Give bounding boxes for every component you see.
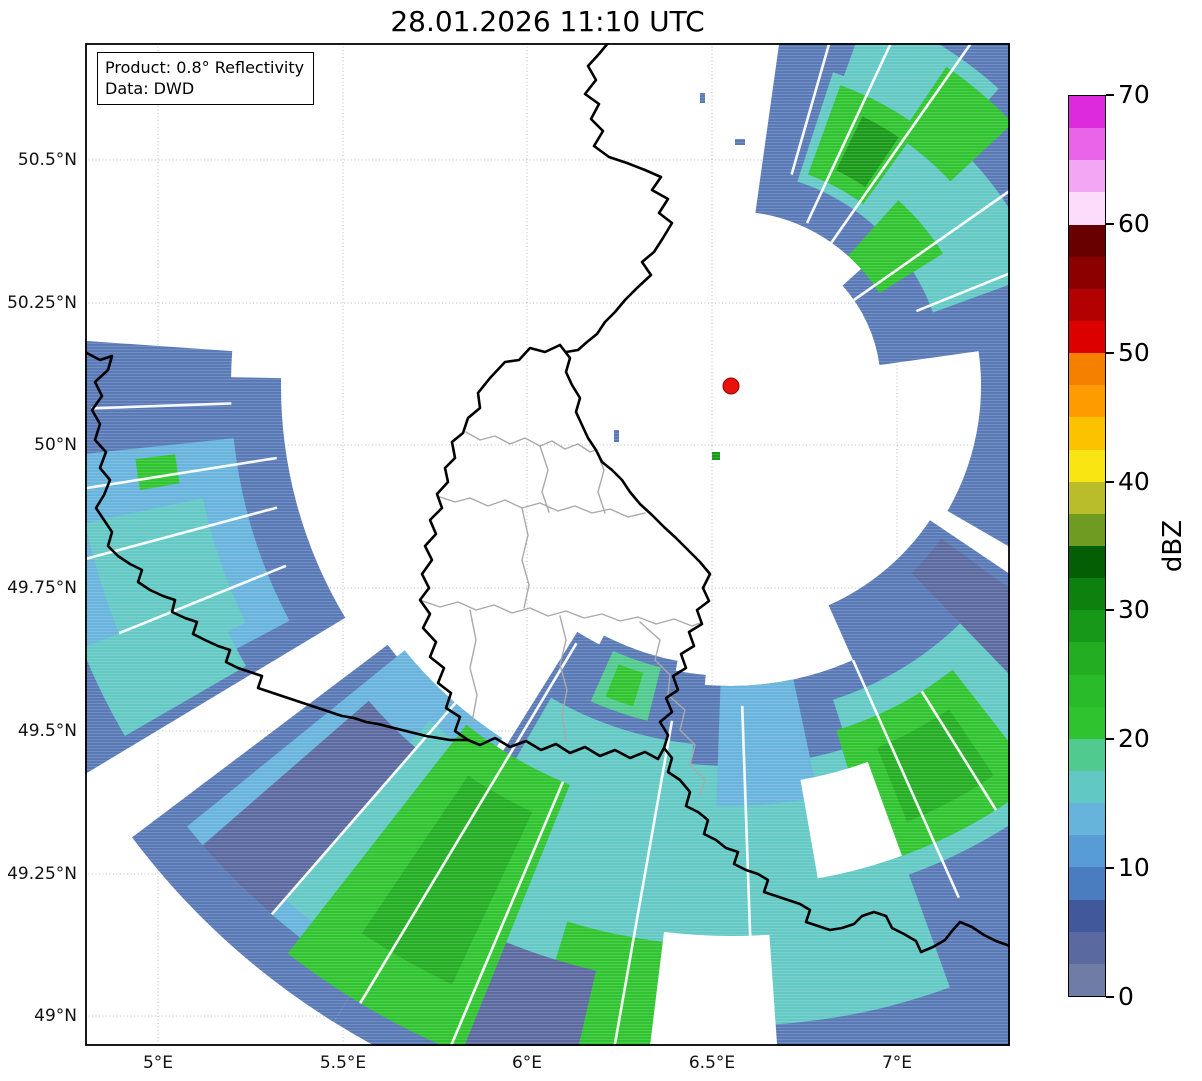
- region-border: [539, 445, 550, 513]
- x-axis-tick-label: 5.5°E: [319, 1053, 367, 1073]
- colorbar-segment: [1069, 449, 1105, 482]
- x-axis-tick-label: 6°E: [511, 1053, 543, 1073]
- radar-map: [85, 43, 1010, 1046]
- colorbar-tick-label: 70: [1118, 80, 1150, 109]
- country-border: [418, 343, 712, 761]
- radar-site-marker: [722, 377, 740, 395]
- y-axis-tick-label: 49°N: [34, 1006, 77, 1026]
- region-border: [419, 599, 701, 627]
- colorbar-segment: [1069, 160, 1105, 193]
- colorbar-tick-label: 60: [1118, 208, 1150, 238]
- plot-frame: [85, 43, 1010, 1046]
- y-axis-tick-label: 50.5°N: [17, 150, 77, 170]
- product-line: Product: 0.8° Reflectivity: [105, 58, 305, 77]
- colorbar-tick: [1106, 94, 1114, 96]
- colorbar-segment: [1069, 192, 1105, 225]
- colorbar-segment: [1069, 867, 1105, 900]
- y-axis-tick-label: 49.5°N: [17, 721, 77, 741]
- x-axis-tick-label: 6.5°E: [688, 1053, 736, 1073]
- figure-title: 28.01.2026 11:10 UTC: [390, 5, 705, 38]
- colorbar-segment: [1069, 899, 1105, 932]
- colorbar-segment: [1069, 96, 1105, 129]
- colorbar-segment: [1069, 674, 1105, 707]
- country-border: [564, 43, 674, 354]
- colorbar-segment: [1069, 738, 1105, 772]
- colorbar-segment: [1069, 610, 1105, 643]
- colorbar-segment: [1069, 963, 1105, 996]
- colorbar-tick: [1106, 351, 1114, 354]
- colorbar-segment: [1069, 835, 1105, 868]
- colorbar-segment: [1069, 642, 1105, 675]
- colorbar-tick-label: 10: [1118, 853, 1150, 883]
- colorbar-tick-label: 0: [1118, 982, 1134, 1011]
- region-border: [559, 615, 568, 741]
- colorbar: [1068, 95, 1106, 997]
- colorbar-segment: [1069, 385, 1105, 418]
- colorbar-segment: [1069, 803, 1105, 836]
- colorbar-tick: [1106, 222, 1114, 225]
- colorbar-tick-label: 30: [1118, 595, 1150, 625]
- colorbar-segment: [1069, 706, 1105, 739]
- data-source-line: Data: DWD: [105, 79, 195, 99]
- colorbar-segment: [1069, 321, 1105, 354]
- colorbar-tick: [1106, 480, 1114, 483]
- colorbar-segment: [1069, 931, 1105, 964]
- product-info-box: Product: 0.8° Reflectivity Data: DWD: [97, 52, 315, 106]
- x-axis-tick-label: 5°E: [142, 1053, 174, 1073]
- colorbar-segment: [1069, 513, 1105, 547]
- colorbar-tick: [1106, 996, 1114, 998]
- colorbar-tick: [1106, 609, 1114, 612]
- colorbar-segment: [1069, 481, 1105, 514]
- y-axis-tick-label: 50°N: [34, 435, 77, 455]
- colorbar-segment: [1069, 353, 1105, 386]
- region-border: [469, 609, 478, 723]
- scanline-texture: [85, 43, 1010, 1046]
- colorbar-segment: [1069, 288, 1105, 322]
- colorbar-segment: [1069, 578, 1105, 611]
- y-axis-tick-label: 50.25°N: [7, 293, 77, 313]
- region-border: [639, 621, 706, 796]
- country-border: [662, 746, 1010, 954]
- colorbar-segment: [1069, 256, 1105, 289]
- colorbar-tick-label: 50: [1118, 337, 1150, 367]
- colorbar-segment: [1069, 546, 1105, 579]
- colorbar-segment: [1069, 417, 1105, 450]
- colorbar-unit-label: dBZ: [1158, 519, 1188, 573]
- x-axis-tick-label: 7°E: [881, 1053, 913, 1073]
- colorbar-tick-label: 20: [1118, 724, 1150, 754]
- y-axis-tick-label: 49.25°N: [7, 864, 77, 884]
- colorbar-tick: [1106, 867, 1114, 870]
- colorbar-segment: [1069, 224, 1105, 257]
- country-border: [85, 350, 470, 742]
- colorbar-tick-label: 40: [1118, 466, 1150, 496]
- colorbar-segment: [1069, 128, 1105, 161]
- colorbar-segment: [1069, 771, 1105, 804]
- region-border: [521, 507, 530, 609]
- region-border: [436, 495, 646, 518]
- colorbar-tick: [1106, 738, 1114, 741]
- y-axis-tick-label: 49.75°N: [7, 578, 77, 598]
